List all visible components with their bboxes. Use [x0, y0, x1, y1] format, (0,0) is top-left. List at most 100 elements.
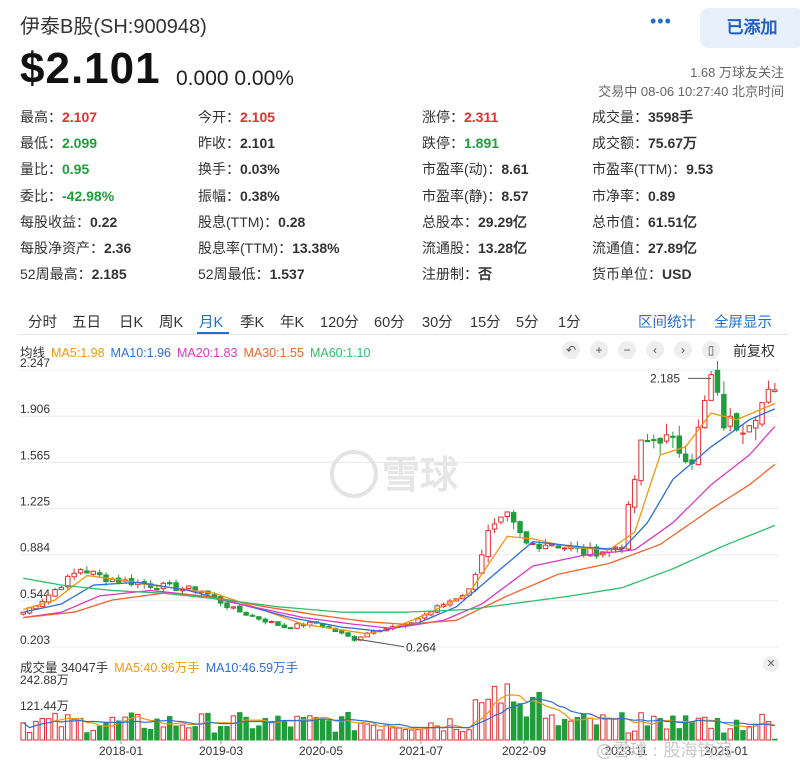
tab-period[interactable]: 5分 — [516, 315, 539, 331]
stock-name: 伊泰B股(SH:900948) — [20, 16, 207, 38]
tab-period[interactable]: 15分 — [470, 315, 501, 331]
zoom-in-icon[interactable]: + — [590, 341, 608, 359]
candle-body — [52, 589, 58, 597]
tab-period[interactable]: 年K — [280, 315, 305, 331]
candle-style-icon[interactable]: ▯ — [702, 341, 720, 359]
candle-body — [663, 434, 670, 442]
stat-cell: 每股收益：0.22 — [20, 212, 117, 232]
volume-ma-line — [22, 698, 775, 729]
candle-body — [20, 611, 26, 615]
candle-body — [682, 453, 689, 463]
volume-bar — [351, 730, 358, 741]
tab-period[interactable]: 季K — [240, 315, 265, 331]
stat-label: 总股本： — [422, 213, 478, 230]
candle-body — [256, 616, 262, 620]
volume-bar — [466, 729, 472, 741]
volume-bar — [186, 727, 192, 741]
ma-legend-item: MA30:1.55 — [243, 346, 304, 360]
volume-bar — [370, 724, 377, 741]
volume-bar — [727, 728, 733, 741]
tab-period[interactable]: 五日 — [72, 315, 101, 331]
candle-body — [504, 511, 511, 517]
stat-cell: 市净率：0.89 — [592, 186, 675, 206]
candle-body — [625, 504, 632, 550]
volume-bar — [45, 718, 52, 741]
added-watchlist-button[interactable]: 已添加 — [700, 8, 800, 48]
volume-bar — [695, 717, 702, 741]
fullscreen-link[interactable]: 全屏显示 — [714, 315, 772, 331]
stat-label: 量比： — [20, 161, 62, 178]
range-stats-link[interactable]: 区间统计 — [638, 315, 696, 331]
volume-bar — [275, 715, 281, 741]
y-tick-label: 1.565 — [20, 448, 50, 462]
volume-bar — [179, 724, 186, 741]
ma-line — [23, 463, 776, 626]
y-tick-label: 2.247 — [20, 356, 50, 370]
adjust-mode-select[interactable]: 前复权 — [733, 343, 775, 359]
candle-body — [740, 432, 746, 435]
volume-bar — [593, 724, 600, 741]
volume-bar — [415, 729, 421, 741]
stat-value: 9.53 — [686, 161, 714, 178]
tab-period[interactable]: 日K — [119, 315, 144, 331]
candle-body — [714, 369, 721, 393]
candle-body — [249, 614, 256, 617]
volume-bar — [638, 712, 644, 741]
candle-body — [351, 636, 358, 641]
stat-label: 成交量： — [592, 109, 648, 125]
volume-bar — [383, 725, 389, 741]
candle-body — [561, 547, 568, 550]
candle-body — [727, 415, 733, 427]
zoom-out-icon[interactable]: − — [618, 341, 636, 359]
stat-value: 2.101 — [240, 135, 276, 152]
volume-bar — [651, 715, 657, 741]
undo-icon[interactable]: ↶ — [562, 341, 580, 359]
volume-bar — [116, 720, 122, 741]
volume-legend-label: 成交量 34047手 — [20, 661, 109, 675]
tab-period[interactable]: 60分 — [374, 315, 405, 331]
ma-line — [23, 402, 776, 635]
volume-bar — [300, 717, 307, 741]
volume-bar — [530, 696, 536, 741]
candle-body — [638, 439, 644, 482]
candle-body — [549, 544, 555, 547]
volume-bar — [631, 730, 638, 741]
close-icon[interactable]: ✕ — [763, 656, 779, 672]
tab-period[interactable]: 120分 — [320, 315, 359, 331]
volume-bar — [498, 702, 504, 741]
stat-cell: 总股本：29.29亿 — [422, 212, 527, 232]
volume-bar — [619, 712, 625, 741]
volume-bar — [20, 722, 26, 741]
volume-bar — [682, 715, 689, 741]
stat-cell: 最高：2.107 — [20, 107, 97, 127]
candle-body — [580, 548, 587, 556]
tab-period[interactable]: 月K — [199, 315, 224, 331]
y-tick-label: 1.225 — [20, 495, 50, 509]
ma-legend-item: MA5:1.98 — [51, 346, 105, 360]
volume-bar — [332, 731, 339, 741]
tab-period[interactable]: 周K — [159, 315, 184, 331]
candle-body — [230, 606, 237, 609]
stat-label: 总市值： — [592, 213, 648, 230]
tab-period[interactable]: 30分 — [422, 315, 453, 331]
volume-bar — [198, 713, 205, 741]
stat-value: 0.22 — [90, 213, 118, 230]
candle-body — [651, 439, 657, 442]
volume-bar — [268, 720, 275, 741]
volume-bar — [65, 714, 71, 741]
candle-body — [485, 530, 491, 558]
ma-line — [23, 426, 776, 630]
ma-line — [23, 524, 776, 613]
more-dots-icon[interactable]: ••• — [650, 11, 672, 31]
volume-bar — [205, 712, 211, 741]
volume-bar — [230, 715, 237, 741]
volume-bar — [517, 703, 523, 741]
pan-left-icon[interactable]: ‹ — [646, 341, 664, 359]
tab-period[interactable]: 分时 — [28, 315, 57, 331]
volume-bar — [644, 725, 651, 741]
stat-value: 75.67万 — [648, 135, 698, 152]
pan-right-icon[interactable]: › — [674, 341, 692, 359]
volume-ma-line — [22, 694, 775, 730]
tab-period[interactable]: 1分 — [558, 315, 581, 331]
